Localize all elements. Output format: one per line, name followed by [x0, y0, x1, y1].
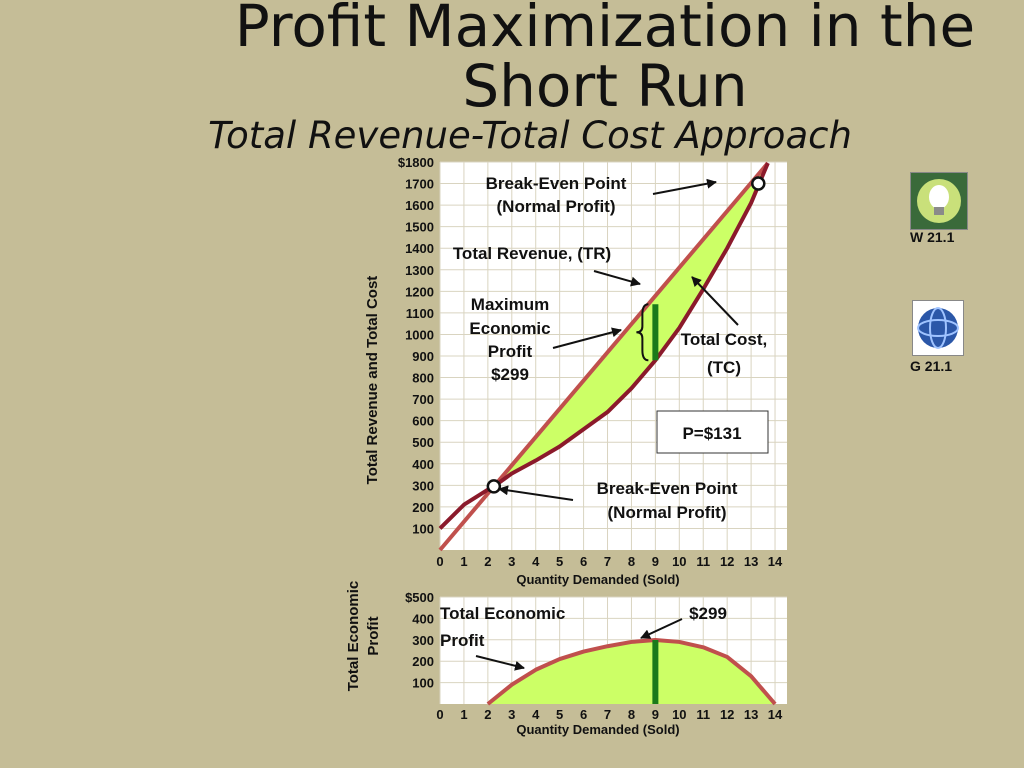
tc-label-1: Total Cost,: [681, 330, 768, 349]
max-profit-label-1: Maximum: [471, 295, 549, 314]
link-w21-label: W 21.1: [910, 229, 955, 245]
x-tick-label: 12: [720, 554, 734, 569]
x-tick-label: 1: [460, 707, 467, 722]
x-tick-label: 4: [532, 554, 540, 569]
y-tick-label: 100: [412, 676, 434, 691]
link-g21-button[interactable]: [912, 300, 964, 356]
y-tick-label: 900: [412, 349, 434, 364]
x-tick-label: 13: [744, 554, 758, 569]
y-tick-label: 700: [412, 392, 434, 407]
x-tick-label: 4: [532, 707, 540, 722]
x-tick-label: 10: [672, 554, 686, 569]
break-even-top-label: Break-Even Point: [486, 174, 627, 193]
y-tick-label: 400: [412, 457, 434, 472]
max-profit-label-3: Profit: [488, 342, 533, 361]
y-tick-label: 1700: [405, 177, 434, 192]
tc-label-2: (TC): [707, 358, 741, 377]
x-tick-label: 10: [672, 707, 686, 722]
y-tick-label: 400: [412, 611, 434, 626]
break-even-top-sub: (Normal Profit): [497, 197, 616, 216]
arrow-tr: [593, 270, 641, 287]
x-tick-label: 12: [720, 707, 734, 722]
x-tick-label: 2: [484, 554, 491, 569]
profit-curve: [486, 638, 777, 706]
break-even-point: [751, 176, 766, 191]
break-even-bottom-sub: (Normal Profit): [608, 503, 727, 522]
x-tick-label: 7: [604, 707, 611, 722]
profit-curve-label-1: Total Economic: [440, 604, 565, 623]
x-tick-label: 0: [436, 554, 443, 569]
arrow-profit-peak: [640, 618, 683, 639]
y-tick-label: 800: [412, 371, 434, 386]
x-tick-label: 3: [508, 707, 515, 722]
y-tick-label: 1100: [406, 306, 434, 321]
title-line-1: Profit Maximization in the: [234, 0, 976, 60]
profit-area: [487, 640, 776, 704]
profit-curve-label-2: Profit: [440, 631, 485, 650]
y-tick-label: 300: [412, 633, 434, 648]
link-w21-button[interactable]: [910, 172, 968, 230]
x-tick-label: 11: [696, 554, 710, 569]
x-tick-label: 1: [460, 554, 467, 569]
tr-tc-chart: $180017001600150014001300120011001000900…: [398, 155, 787, 569]
y-tick-label: 1200: [405, 284, 434, 299]
y-tick-label: 1600: [405, 198, 434, 213]
y-tick-label: 1400: [405, 241, 434, 256]
x-tick-label: 11: [696, 707, 710, 722]
y-tick-label: 200: [412, 500, 434, 515]
break-even-point: [486, 479, 502, 494]
profit-peak-label: $299: [689, 604, 727, 623]
y-tick-label: 300: [412, 478, 434, 493]
break-even-bottom-label: Break-Even Point: [597, 479, 738, 498]
top-y-axis-label: Total Revenue and Total Cost: [364, 276, 381, 485]
y-tick-label: 1300: [405, 263, 434, 278]
x-tick-label: 5: [556, 707, 563, 722]
x-tick-label: 6: [580, 554, 587, 569]
arrow-break-even-bottom: [498, 485, 574, 501]
x-tick-label: 14: [768, 707, 783, 722]
top-x-axis-label: Quantity Demanded (Sold): [516, 572, 679, 587]
bottom-x-axis-label: Quantity Demanded (Sold): [516, 722, 679, 737]
y-tick-label: 200: [412, 654, 434, 669]
bottom-y-axis-label-1: Total Economic: [345, 581, 362, 692]
x-tick-label: 9: [652, 707, 659, 722]
globe-icon: [917, 307, 959, 349]
x-tick-label: 14: [768, 554, 783, 569]
y-tick-label: 500: [412, 435, 434, 450]
y-tick-label: $1800: [398, 155, 434, 170]
lightbulb-icon: [917, 179, 961, 223]
x-tick-label: 6: [580, 707, 587, 722]
x-tick-label: 8: [628, 707, 635, 722]
arrow-profit-curve: [475, 655, 525, 671]
arrow-break-even-top: [652, 178, 717, 195]
x-tick-label: 3: [508, 554, 515, 569]
y-tick-label: 1000: [405, 327, 434, 342]
link-g21-label: G 21.1: [910, 358, 953, 374]
y-tick-label: 1500: [405, 220, 434, 235]
x-tick-label: 13: [744, 707, 758, 722]
title-line-2: Short Run: [462, 52, 748, 120]
x-tick-label: 2: [484, 707, 491, 722]
y-tick-label: 100: [412, 521, 434, 536]
slide-title: Profit Maximization in the Short Run: [200, 0, 1010, 116]
y-tick-label: 600: [412, 414, 434, 429]
y-tick-label: $500: [405, 590, 434, 605]
price-box-label: P=$131: [682, 424, 741, 443]
slide-subtitle: Total Revenue-Total Cost Approach: [208, 114, 852, 157]
max-profit-label-2: Economic: [469, 319, 550, 338]
x-tick-label: 5: [556, 554, 563, 569]
arrow-tc: [691, 276, 739, 326]
bottom-y-axis-label-2: Profit: [365, 616, 382, 655]
arrow-max-profit: [552, 327, 622, 349]
x-tick-label: 7: [604, 554, 611, 569]
max-profit-label-4: $299: [491, 365, 529, 384]
price-box: [656, 410, 769, 454]
x-tick-label: 0: [436, 707, 443, 722]
x-tick-label: 9: [652, 554, 659, 569]
tr-label: Total Revenue, (TR): [453, 244, 611, 263]
x-tick-label: 8: [628, 554, 635, 569]
